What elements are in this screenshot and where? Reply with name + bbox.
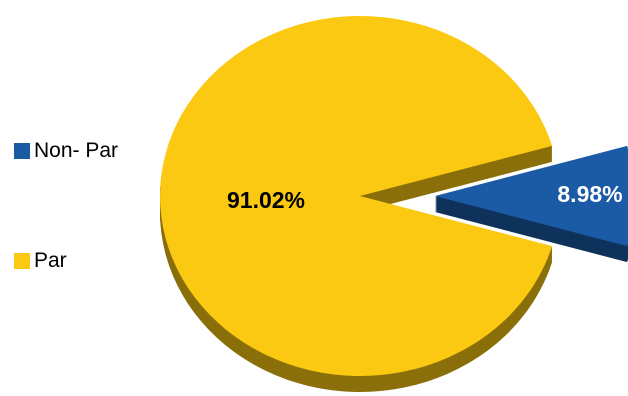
legend-label-non-par: Non- Par [34, 139, 119, 162]
pie-slice-non-par [435, 145, 628, 247]
legend-label-par: Par [34, 249, 67, 272]
chart-legend: Non- Par Par [14, 0, 174, 396]
legend-swatch-par [14, 253, 30, 269]
legend-swatch-non-par [14, 143, 30, 159]
legend-entry-par: Par [14, 249, 67, 273]
legend-entry-non-par: Non- Par [14, 139, 118, 163]
data-label-non-par: 8.98% [557, 181, 622, 207]
pie-slice-par [159, 15, 553, 376]
data-label-par: 91.02% [227, 187, 305, 213]
